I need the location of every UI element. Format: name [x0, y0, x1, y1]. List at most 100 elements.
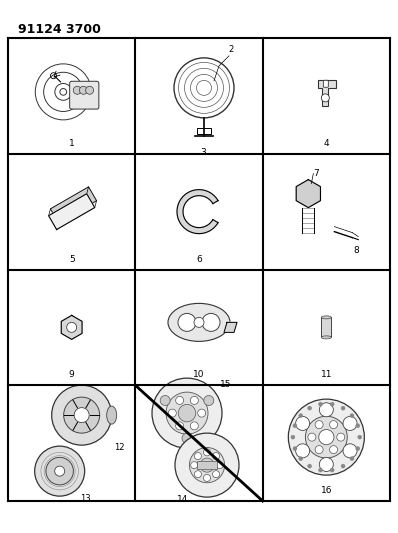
Circle shape — [216, 462, 223, 469]
Text: 91124 3700: 91124 3700 — [18, 23, 101, 36]
Circle shape — [194, 317, 204, 327]
Circle shape — [190, 397, 198, 405]
Circle shape — [189, 448, 224, 483]
Polygon shape — [49, 193, 95, 230]
Circle shape — [330, 468, 334, 472]
Text: 16: 16 — [320, 486, 332, 495]
Circle shape — [176, 422, 183, 430]
Text: 10: 10 — [193, 370, 205, 379]
Text: 11: 11 — [320, 370, 332, 379]
Circle shape — [213, 453, 220, 459]
Text: 12: 12 — [114, 443, 124, 452]
Circle shape — [337, 433, 345, 441]
Circle shape — [341, 464, 345, 468]
Circle shape — [198, 409, 206, 417]
Circle shape — [356, 424, 360, 427]
Circle shape — [343, 444, 357, 458]
Circle shape — [178, 313, 196, 332]
Circle shape — [330, 402, 334, 406]
Text: 7: 7 — [313, 169, 319, 178]
Circle shape — [293, 424, 297, 427]
Circle shape — [152, 378, 222, 448]
Circle shape — [308, 406, 312, 410]
Circle shape — [319, 403, 334, 417]
Circle shape — [299, 457, 303, 461]
Text: 9: 9 — [69, 370, 74, 379]
FancyBboxPatch shape — [70, 81, 99, 109]
Text: 4: 4 — [324, 139, 329, 148]
Text: 3: 3 — [200, 148, 206, 157]
Polygon shape — [296, 180, 320, 208]
Ellipse shape — [321, 316, 331, 319]
Text: 8: 8 — [353, 246, 359, 255]
Circle shape — [308, 433, 316, 441]
Circle shape — [330, 421, 338, 429]
Circle shape — [160, 395, 170, 406]
Circle shape — [315, 446, 323, 454]
Circle shape — [166, 392, 208, 434]
Circle shape — [73, 86, 81, 94]
Text: 1: 1 — [69, 139, 74, 148]
Circle shape — [178, 405, 196, 422]
Circle shape — [308, 464, 312, 468]
Circle shape — [299, 414, 303, 418]
Polygon shape — [61, 316, 82, 340]
Circle shape — [195, 453, 201, 459]
Text: 15: 15 — [220, 380, 232, 389]
Bar — [197, 461, 217, 469]
Text: 6: 6 — [196, 254, 202, 263]
Text: 2: 2 — [228, 45, 234, 54]
Circle shape — [330, 446, 338, 454]
Circle shape — [358, 435, 362, 439]
Bar — [197, 128, 211, 134]
Circle shape — [190, 422, 198, 430]
Circle shape — [350, 414, 354, 418]
Circle shape — [341, 406, 345, 410]
Circle shape — [35, 446, 85, 496]
Circle shape — [80, 86, 88, 94]
Circle shape — [64, 397, 100, 433]
Circle shape — [46, 457, 73, 485]
Circle shape — [321, 94, 329, 102]
Bar — [321, 317, 331, 337]
Ellipse shape — [168, 303, 230, 341]
Circle shape — [74, 408, 89, 423]
Polygon shape — [318, 80, 336, 106]
Circle shape — [195, 471, 201, 478]
Ellipse shape — [107, 406, 117, 424]
Circle shape — [343, 416, 357, 431]
Circle shape — [176, 397, 183, 405]
Circle shape — [356, 447, 360, 450]
Circle shape — [55, 466, 64, 476]
Polygon shape — [224, 322, 237, 333]
Ellipse shape — [321, 336, 331, 339]
Circle shape — [52, 385, 112, 445]
Circle shape — [213, 471, 220, 478]
Circle shape — [318, 468, 322, 472]
Circle shape — [203, 474, 211, 481]
Circle shape — [293, 447, 297, 450]
FancyBboxPatch shape — [323, 80, 328, 87]
Circle shape — [203, 449, 211, 456]
Circle shape — [175, 433, 239, 497]
Circle shape — [168, 409, 176, 417]
Circle shape — [319, 430, 334, 445]
Circle shape — [191, 462, 198, 469]
Circle shape — [202, 313, 220, 332]
Circle shape — [204, 395, 214, 406]
Circle shape — [305, 416, 347, 458]
Circle shape — [319, 457, 334, 472]
Circle shape — [350, 457, 354, 461]
Circle shape — [291, 435, 295, 439]
Circle shape — [200, 458, 214, 472]
Circle shape — [67, 322, 77, 333]
Circle shape — [86, 86, 94, 94]
Circle shape — [182, 433, 192, 443]
Circle shape — [296, 444, 310, 458]
Text: 14: 14 — [177, 495, 188, 504]
Polygon shape — [51, 187, 97, 223]
Polygon shape — [177, 190, 218, 233]
Circle shape — [288, 399, 364, 475]
Circle shape — [318, 402, 322, 406]
Text: 5: 5 — [69, 254, 74, 263]
